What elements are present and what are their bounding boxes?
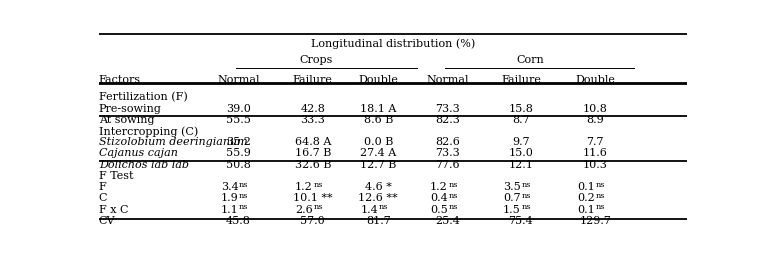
Text: Double: Double <box>358 75 398 85</box>
Text: 75.4: 75.4 <box>509 216 533 226</box>
Text: 73.3: 73.3 <box>436 104 460 114</box>
Text: F Test: F Test <box>99 171 133 181</box>
Text: 45.8: 45.8 <box>226 216 251 226</box>
Text: ns: ns <box>449 203 458 211</box>
Text: 50.8: 50.8 <box>226 160 251 170</box>
Text: 8.6 B: 8.6 B <box>364 115 393 125</box>
Text: 27.4 A: 27.4 A <box>360 148 397 158</box>
Text: 0.2: 0.2 <box>578 193 595 203</box>
Text: 0.1: 0.1 <box>578 205 595 215</box>
Text: 32.6 B: 32.6 B <box>295 160 331 170</box>
Text: 39.0: 39.0 <box>226 104 251 114</box>
Text: 4.6 *: 4.6 * <box>365 182 392 192</box>
Text: 12.1: 12.1 <box>509 160 533 170</box>
Text: 1.2: 1.2 <box>430 182 448 192</box>
Text: 77.6: 77.6 <box>436 160 460 170</box>
Text: ns: ns <box>314 181 323 189</box>
Text: 2.6: 2.6 <box>295 205 313 215</box>
Text: CV: CV <box>99 216 115 226</box>
Text: 1.5: 1.5 <box>503 205 521 215</box>
Text: ns: ns <box>596 192 605 200</box>
Text: ns: ns <box>239 203 249 211</box>
Text: 73.3: 73.3 <box>436 148 460 158</box>
Text: ns: ns <box>522 192 531 200</box>
Text: ns: ns <box>449 192 458 200</box>
Text: 18.1 A: 18.1 A <box>360 104 397 114</box>
Text: 55.5: 55.5 <box>226 115 251 125</box>
Text: Normal: Normal <box>217 75 260 85</box>
Text: 15.8: 15.8 <box>509 104 533 114</box>
Text: 3.5: 3.5 <box>503 182 521 192</box>
Text: 1.1: 1.1 <box>221 205 239 215</box>
Text: 7.7: 7.7 <box>587 137 604 147</box>
Text: Pre-sowing: Pre-sowing <box>99 104 162 114</box>
Text: 10.3: 10.3 <box>583 160 607 170</box>
Text: 12.6 **: 12.6 ** <box>358 193 398 203</box>
Text: 1.4: 1.4 <box>360 205 378 215</box>
Text: F: F <box>99 182 107 192</box>
Text: Double: Double <box>575 75 615 85</box>
Text: 0.1: 0.1 <box>578 182 595 192</box>
Text: Dolichos lab lab: Dolichos lab lab <box>99 160 189 170</box>
Text: Factors: Factors <box>99 75 141 85</box>
Text: Failure: Failure <box>293 75 333 85</box>
Text: 1.2: 1.2 <box>295 182 313 192</box>
Text: 82.6: 82.6 <box>436 137 460 147</box>
Text: 0.5: 0.5 <box>430 205 448 215</box>
Text: Corn: Corn <box>516 55 544 65</box>
Text: 0.0 B: 0.0 B <box>364 137 393 147</box>
Text: ns: ns <box>379 203 388 211</box>
Text: Longitudinal distribution (%): Longitudinal distribution (%) <box>311 39 476 49</box>
Text: C: C <box>99 193 107 203</box>
Text: 16.7 B: 16.7 B <box>295 148 331 158</box>
Text: 8.9: 8.9 <box>586 115 604 125</box>
Text: 25.4: 25.4 <box>436 216 460 226</box>
Text: Crops: Crops <box>299 55 333 65</box>
Text: 35.2: 35.2 <box>226 137 251 147</box>
Text: 33.3: 33.3 <box>301 115 325 125</box>
Text: ns: ns <box>596 181 605 189</box>
Text: ns: ns <box>239 181 249 189</box>
Text: 57.0: 57.0 <box>301 216 325 226</box>
Text: 9.7: 9.7 <box>512 137 530 147</box>
Text: 82.3: 82.3 <box>436 115 460 125</box>
Text: 0.7: 0.7 <box>503 193 521 203</box>
Text: ns: ns <box>239 192 249 200</box>
Text: 64.8 A: 64.8 A <box>295 137 331 147</box>
Text: 8.7: 8.7 <box>512 115 530 125</box>
Text: ns: ns <box>449 181 458 189</box>
Text: Normal: Normal <box>426 75 469 85</box>
Text: At sowing: At sowing <box>99 115 154 125</box>
Text: Cajanus cajan: Cajanus cajan <box>99 148 178 158</box>
Text: 81.7: 81.7 <box>366 216 390 226</box>
Text: 3.4: 3.4 <box>221 182 239 192</box>
Text: 55.9: 55.9 <box>226 148 251 158</box>
Text: 0.4: 0.4 <box>430 193 448 203</box>
Text: ns: ns <box>314 203 323 211</box>
Text: Stizolobium deeringianum: Stizolobium deeringianum <box>99 137 248 147</box>
Text: F x C: F x C <box>99 205 128 215</box>
Text: 10.8: 10.8 <box>583 104 607 114</box>
Text: 12.7 B: 12.7 B <box>360 160 397 170</box>
Text: ns: ns <box>596 203 605 211</box>
Text: 129.7: 129.7 <box>579 216 611 226</box>
Text: Failure: Failure <box>501 75 541 85</box>
Text: 11.6: 11.6 <box>583 148 607 158</box>
Text: ns: ns <box>522 181 531 189</box>
Text: 10.1 **: 10.1 ** <box>293 193 333 203</box>
Text: 1.9: 1.9 <box>221 193 239 203</box>
Text: Fertilization (F): Fertilization (F) <box>99 92 188 103</box>
Text: Intercropping (C): Intercropping (C) <box>99 126 198 136</box>
Text: ns: ns <box>522 203 531 211</box>
Text: 15.0: 15.0 <box>509 148 533 158</box>
Text: 42.8: 42.8 <box>301 104 325 114</box>
